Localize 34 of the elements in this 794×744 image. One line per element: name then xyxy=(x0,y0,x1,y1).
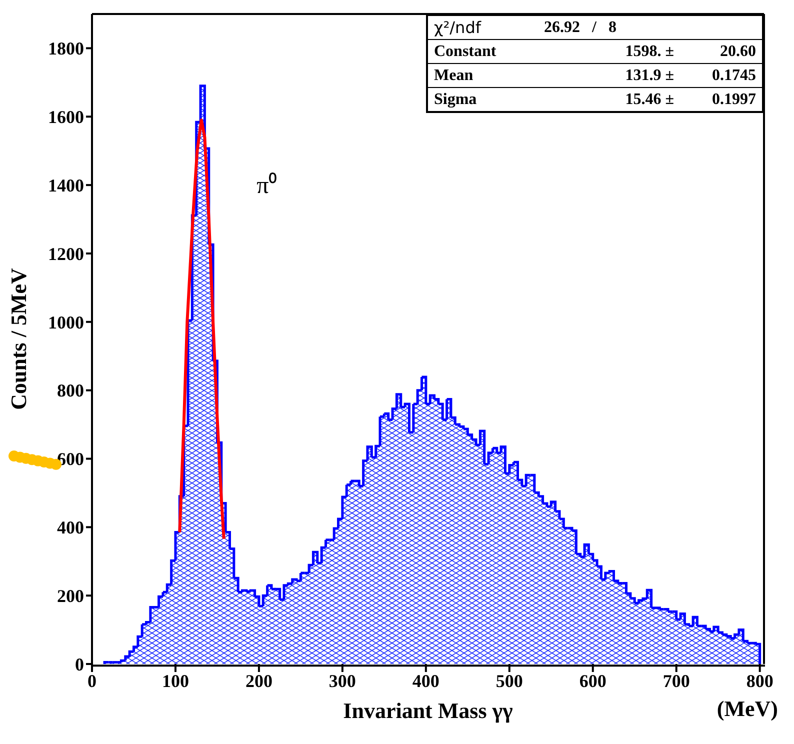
annotation: 15.46 ± xyxy=(625,90,674,108)
y-tick-label: 1600 xyxy=(48,107,84,128)
text: (MeV) xyxy=(716,696,778,721)
x-tick-label: 200 xyxy=(245,670,272,691)
y-tick-label: 400 xyxy=(57,518,84,538)
annotation: π⁰ xyxy=(256,172,277,199)
x-tick-label: 700 xyxy=(662,670,690,691)
x-tick-label: 400 xyxy=(412,670,440,691)
y-tick-label: 1200 xyxy=(48,244,84,264)
annotation: Mean xyxy=(434,66,474,84)
annotation: Sigma xyxy=(434,90,477,108)
y-axis-title: Counts / 5MeV xyxy=(6,268,31,410)
x-axis-title: Invariant Mass γγ xyxy=(343,698,513,723)
annotation: χ²/ndf xyxy=(434,18,481,37)
x-tick-label: 800 xyxy=(746,670,774,691)
x-tick-label: 0 xyxy=(88,670,96,691)
y-tick-label: 1000 xyxy=(48,312,84,332)
y-tick-label: 0 xyxy=(75,654,84,674)
x-tick-label: 600 xyxy=(579,670,606,691)
x-tick-label: 500 xyxy=(496,670,523,691)
y-tick-label: 1400 xyxy=(48,175,84,196)
annotation: 1598. ± xyxy=(625,42,674,60)
x-tick-label: 300 xyxy=(328,670,356,691)
y-tick-label: 1800 xyxy=(48,38,84,59)
x-tick-label: 100 xyxy=(162,670,189,691)
y-tick-label: 800 xyxy=(57,380,84,401)
annotation: 20.60 xyxy=(720,42,756,60)
annotation: 131.9 ± xyxy=(625,66,674,84)
y-tick-label: 200 xyxy=(57,586,84,606)
annotation: 0.1745 xyxy=(712,66,756,84)
line-series xyxy=(178,118,226,540)
annotation: 26.92 / 8 xyxy=(544,18,616,36)
annotation: Constant xyxy=(434,42,496,60)
annotation: 0.1997 xyxy=(712,90,756,108)
